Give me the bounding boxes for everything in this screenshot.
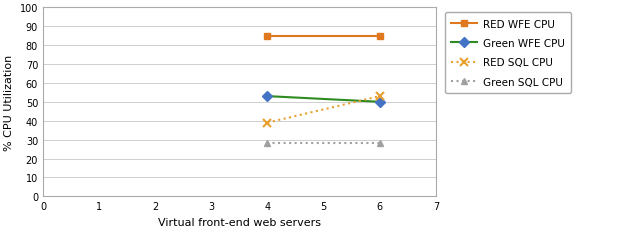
Legend: RED WFE CPU, Green WFE CPU, RED SQL CPU, Green SQL CPU: RED WFE CPU, Green WFE CPU, RED SQL CPU,…	[445, 13, 570, 94]
Y-axis label: % CPU Utilization: % CPU Utilization	[4, 55, 14, 150]
X-axis label: Virtual front-end web servers: Virtual front-end web servers	[158, 217, 321, 227]
